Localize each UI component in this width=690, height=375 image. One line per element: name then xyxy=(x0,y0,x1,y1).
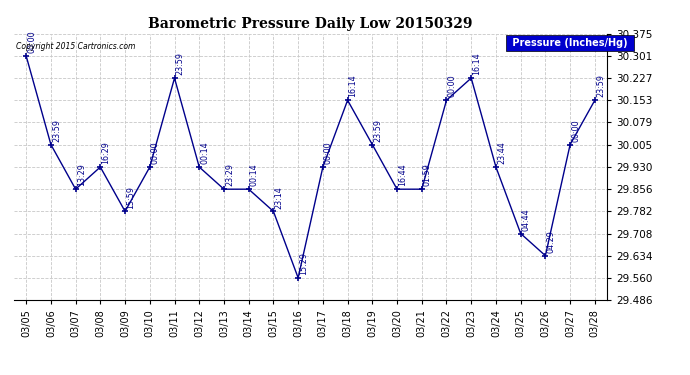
Text: 15:59: 15:59 xyxy=(126,186,135,209)
Text: 00:14: 00:14 xyxy=(250,164,259,186)
Text: 00:00: 00:00 xyxy=(151,142,160,164)
Text: 00:00: 00:00 xyxy=(448,75,457,98)
Text: 16:44: 16:44 xyxy=(398,164,407,186)
Text: 04:44: 04:44 xyxy=(522,208,531,231)
Text: 23:59: 23:59 xyxy=(175,52,184,75)
Text: 04:29: 04:29 xyxy=(546,230,555,253)
Text: 23:14: 23:14 xyxy=(275,186,284,209)
Text: Pressure (Inches/Hg): Pressure (Inches/Hg) xyxy=(509,38,631,48)
Text: Copyright 2015 Cartronics.com: Copyright 2015 Cartronics.com xyxy=(16,42,135,51)
Text: 16:29: 16:29 xyxy=(101,141,110,164)
Text: 00:00: 00:00 xyxy=(27,30,36,53)
Text: 23:59: 23:59 xyxy=(373,119,382,142)
Text: 01:59: 01:59 xyxy=(423,164,432,186)
Text: 16:14: 16:14 xyxy=(472,53,481,75)
Text: 23:59: 23:59 xyxy=(596,75,605,98)
Text: 16:14: 16:14 xyxy=(348,75,357,98)
Text: 00:00: 00:00 xyxy=(571,119,580,142)
Text: 00:14: 00:14 xyxy=(200,142,209,164)
Text: 23:29: 23:29 xyxy=(225,164,234,186)
Text: 23:44: 23:44 xyxy=(497,141,506,164)
Text: 15:29: 15:29 xyxy=(299,252,308,275)
Text: 23:59: 23:59 xyxy=(52,119,61,142)
Text: 00:00: 00:00 xyxy=(324,142,333,164)
Text: 13:29: 13:29 xyxy=(77,164,86,186)
Title: Barometric Pressure Daily Low 20150329: Barometric Pressure Daily Low 20150329 xyxy=(148,17,473,31)
